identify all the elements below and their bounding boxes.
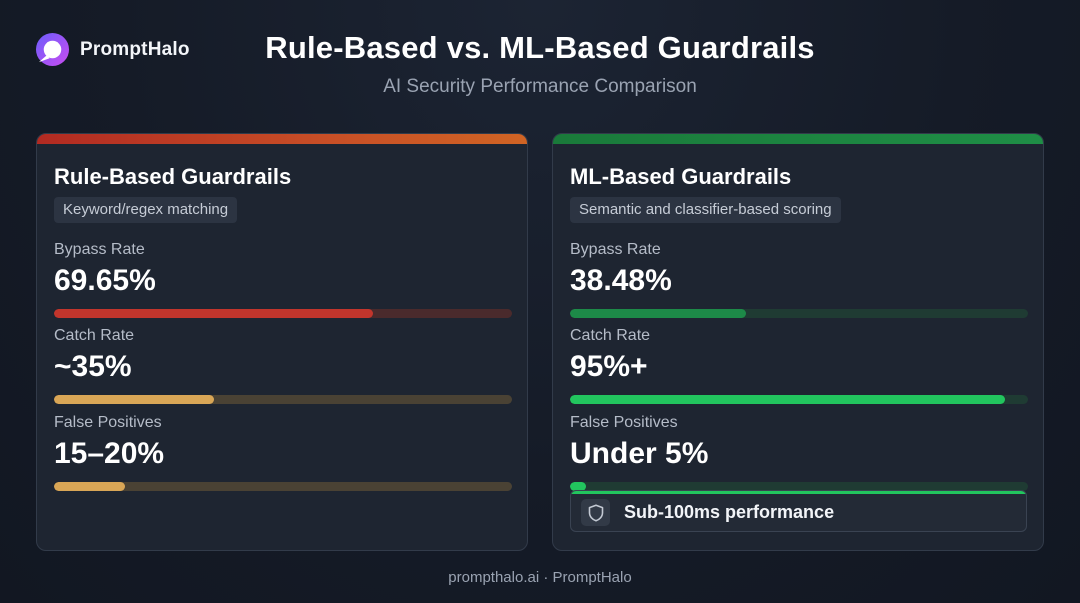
card-title: Rule-Based Guardrails xyxy=(54,164,292,189)
metric-label: Bypass Rate xyxy=(570,241,661,258)
card-accent-bar xyxy=(37,134,527,144)
metric-label: False Positives xyxy=(570,414,678,431)
metric-value: 38.48% xyxy=(570,264,672,297)
metric-bar xyxy=(570,395,1028,404)
metric-bar-fill xyxy=(54,395,215,404)
card-title: ML-Based Guardrails xyxy=(570,164,792,189)
footer: prompthalo.ai · PromptHalo xyxy=(448,569,632,586)
performance-highlight: Sub-100ms performance xyxy=(570,490,1027,532)
metric-bar-fill xyxy=(570,395,1006,404)
metric-label: False Positives xyxy=(54,414,162,431)
rule-based-card: Rule-Based Guardrails Keyword/regex matc… xyxy=(36,133,528,551)
halo-logo-icon xyxy=(35,32,70,67)
metric-bar xyxy=(570,482,1028,491)
metric-bar-fill xyxy=(570,482,587,491)
metric-bar xyxy=(54,482,512,491)
page-subtitle: AI Security Performance Comparison xyxy=(383,76,697,97)
metric-catch-rate: Catch Rate ~35% xyxy=(54,327,512,404)
metric-bar-fill xyxy=(54,309,373,318)
metric-value: 15–20% xyxy=(54,437,165,470)
brand-name: PromptHalo xyxy=(80,38,190,60)
metric-bar-fill xyxy=(570,309,747,318)
metric-bar-fill xyxy=(54,482,125,491)
metric-bar xyxy=(570,309,1028,318)
metric-false-positives: False Positives Under 5% xyxy=(570,414,1028,491)
ml-based-card: ML-Based Guardrails Semantic and classif… xyxy=(552,133,1044,551)
metric-bypass-rate: Bypass Rate 69.65% xyxy=(54,241,512,318)
metric-bar xyxy=(54,395,512,404)
highlight-accent-bar xyxy=(571,491,1026,494)
metric-bypass-rate: Bypass Rate 38.48% xyxy=(570,241,1028,318)
metric-value: ~35% xyxy=(54,350,132,383)
shield-icon xyxy=(588,503,603,522)
metric-value: 95%+ xyxy=(570,350,648,383)
metric-catch-rate: Catch Rate 95%+ xyxy=(570,327,1028,404)
metric-false-positives: False Positives 15–20% xyxy=(54,414,512,491)
card-tag: Keyword/regex matching xyxy=(54,197,238,223)
metric-label: Bypass Rate xyxy=(54,241,145,258)
highlight-text: Sub-100ms performance xyxy=(624,502,835,522)
page-title: Rule-Based vs. ML-Based Guardrails xyxy=(265,30,815,65)
metric-label: Catch Rate xyxy=(570,327,651,344)
metric-bar xyxy=(54,309,512,318)
card-accent-bar xyxy=(553,134,1043,144)
metric-value: 69.65% xyxy=(54,264,156,297)
metric-label: Catch Rate xyxy=(54,327,135,344)
card-tag: Semantic and classifier-based scoring xyxy=(570,197,841,223)
metric-value: Under 5% xyxy=(570,437,709,470)
shield-icon-box xyxy=(581,499,610,526)
brand: PromptHalo xyxy=(35,32,190,67)
